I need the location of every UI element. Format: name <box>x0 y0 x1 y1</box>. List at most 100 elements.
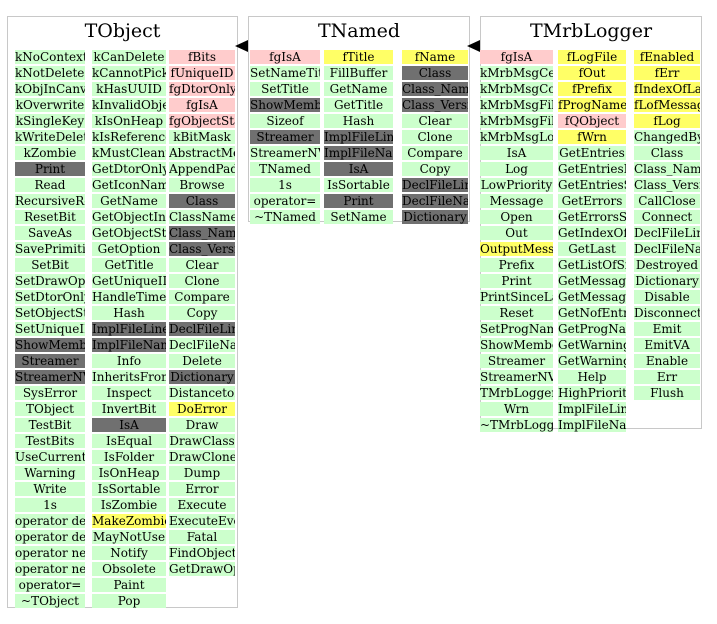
member-streamernvirtual: StreamerNVirtual <box>250 146 320 160</box>
member-fgisa: fgIsA <box>250 50 320 64</box>
member-setdtoronly: SetDtorOnly <box>15 290 85 304</box>
member-knocontextmenu: kNoContextMenu <box>15 50 85 64</box>
member-knotdeleted: kNotDeleted <box>15 66 85 80</box>
member-tmrblogger: TMrbLogger <box>480 386 553 400</box>
member-distancetoprimitive: DistancetoPrimitive <box>169 386 235 400</box>
member-flog: fLog <box>634 114 700 128</box>
member-getentriesbytype: GetEntriesByType <box>558 162 626 176</box>
member-getobjectstat: GetObjectStat <box>92 226 166 240</box>
member-findobject: FindObject <box>169 546 235 560</box>
member-info: Info <box>92 354 166 368</box>
member-highpriority: HighPriority <box>558 386 626 400</box>
member-settitle: SetTitle <box>250 82 320 96</box>
member-class: Class <box>169 194 235 208</box>
member-class: Class <box>402 66 468 80</box>
member-fbits: fBits <box>169 50 235 64</box>
member-fatal: Fatal <box>169 530 235 544</box>
member-getindexoflastprinted: GetIndexOfLastPrinted <box>558 226 626 240</box>
member-fgisa: fgIsA <box>480 50 553 64</box>
member-geterrors: GetErrors <box>558 194 626 208</box>
member-declfilename: DeclFileName <box>402 194 468 208</box>
member-issortable: IsSortable <box>324 178 393 192</box>
member-issortable: IsSortable <box>92 482 166 496</box>
member-showmembers: ShowMembers <box>15 338 85 352</box>
member-kzombie: kZombie <box>15 146 85 160</box>
member-iszombie: IsZombie <box>92 498 166 512</box>
member-invertbit: InvertBit <box>92 402 166 416</box>
member-setbit: SetBit <box>15 258 85 272</box>
member-class-version: Class_Version <box>634 178 700 192</box>
member-kisreferenced: kIsReferenced <box>92 130 166 144</box>
member-getname: GetName <box>92 194 166 208</box>
member-inspect: Inspect <box>92 386 166 400</box>
member-flush: Flush <box>634 386 700 400</box>
member-streamernvirtual: StreamerNVirtual <box>480 370 553 384</box>
member-getmessages: GetMessages <box>558 274 626 288</box>
member-streamer: Streamer <box>480 354 553 368</box>
member-fprefix: fPrefix <box>558 82 626 96</box>
member-flofmessages: fLofMessages <box>634 98 700 112</box>
member-syserror: SysError <box>15 386 85 400</box>
member-usecurrentstyle: UseCurrentStyle <box>15 450 85 464</box>
member-kmrbmsgfilenew: kMrbMsgFileNew <box>480 114 553 128</box>
member-streamer: Streamer <box>250 130 320 144</box>
member-getoption: GetOption <box>92 242 166 256</box>
member-fenabled: fEnabled <box>634 50 700 64</box>
member-kinvalidobject: kInvalidObject <box>92 98 166 112</box>
member-maynotuse: MayNotUse <box>92 530 166 544</box>
member-ferr: fErr <box>634 66 700 80</box>
member-isequal: IsEqual <box>92 434 166 448</box>
member-clone: Clone <box>402 130 468 144</box>
member-draw: Draw <box>169 418 235 432</box>
member-isa: IsA <box>480 146 553 160</box>
member-implfileline: ImplFileLine <box>92 322 166 336</box>
member-kmrbmsgcout: kMrbMsgCout <box>480 82 553 96</box>
member-print: Print <box>324 194 393 208</box>
member-disable: Disable <box>634 290 700 304</box>
member-setobjectstat: SetObjectStat <box>15 306 85 320</box>
member-kbitmask: kBitMask <box>169 130 235 144</box>
member-log: Log <box>480 162 553 176</box>
member-ksinglekey: kSingleKey <box>15 114 85 128</box>
member-getwarnings: GetWarnings <box>558 338 626 352</box>
member-kcannotpick: kCannotPick <box>92 66 166 80</box>
member-resetbit: ResetBit <box>15 210 85 224</box>
member-compare: Compare <box>169 290 235 304</box>
member-err: Err <box>634 370 700 384</box>
member-print: Print <box>15 162 85 176</box>
member-obsolete: Obsolete <box>92 562 166 576</box>
member-khasuuid: kHasUUID <box>92 82 166 96</box>
member-class-name: Class_Name <box>402 82 468 96</box>
member-class-name: Class_Name <box>169 226 235 240</box>
member-copy: Copy <box>169 306 235 320</box>
member-pop: Pop <box>92 594 166 608</box>
member-printsincelastcall: PrintSinceLastCall <box>480 290 553 304</box>
member-wrn: Wrn <box>480 402 553 416</box>
member-drawclass: DrawClass <box>169 434 235 448</box>
member-browse: Browse <box>169 178 235 192</box>
member-setdrawoption: SetDrawOption <box>15 274 85 288</box>
member-classname: ClassName <box>169 210 235 224</box>
member-getuniqueid: GetUniqueID <box>92 274 166 288</box>
member-getdtoronly: GetDtorOnly <box>92 162 166 176</box>
member-1s: 1s <box>15 498 85 512</box>
member-makezombie: MakeZombie <box>92 514 166 528</box>
member-print: Print <box>480 274 553 288</box>
member-implfileline: ImplFileLine <box>324 130 393 144</box>
member-out: Out <box>480 226 553 240</box>
member-warning: Warning <box>15 466 85 480</box>
member-kmrbmsgcerr: kMrbMsgCerr <box>480 66 553 80</box>
member-declfilename: DeclFileName <box>169 338 235 352</box>
member-appendpad: AppendPad <box>169 162 235 176</box>
member-streamernvirtual: StreamerNVirtual <box>15 370 85 384</box>
class-title-tmrblogger: TMrbLogger <box>529 20 653 42</box>
member-declfileline: DeclFileLine <box>169 322 235 336</box>
member-isa: IsA <box>92 418 166 432</box>
member-connect: Connect <box>634 210 700 224</box>
member-executeevent: ExecuteEvent <box>169 514 235 528</box>
member-fprogname: fProgName <box>558 98 626 112</box>
member-handletimer: HandleTimer <box>92 290 166 304</box>
member-isa: IsA <box>324 162 393 176</box>
member-hash: Hash <box>92 306 166 320</box>
member-clear: Clear <box>402 114 468 128</box>
